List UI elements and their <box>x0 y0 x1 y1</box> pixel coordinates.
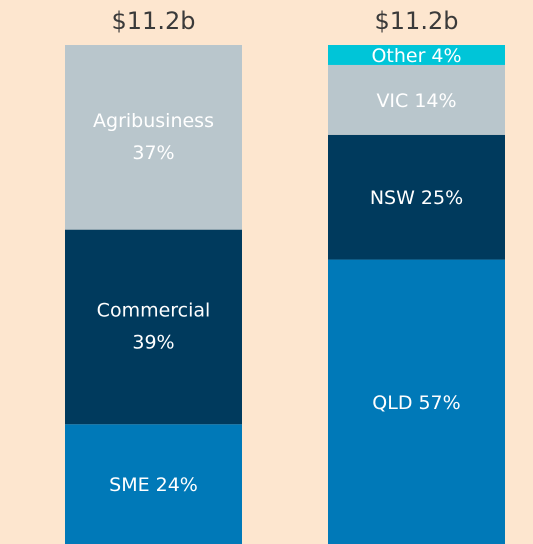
segment-value-label: 39% <box>132 331 174 353</box>
segment-value-label: 14% <box>414 89 456 111</box>
segment-name: SME <box>109 474 149 496</box>
segment-name: QLD <box>372 391 412 413</box>
segment-name: VIC <box>376 89 408 111</box>
segment-label: NSW 25% <box>370 187 463 209</box>
bar-segment <box>65 229 242 425</box>
segment-label: QLD 57% <box>372 391 460 413</box>
segment-label: Other 4% <box>371 44 461 66</box>
segment-name: Other <box>371 44 425 66</box>
bar-segment <box>65 45 242 230</box>
bar-segment <box>328 259 505 544</box>
bar-total-label: $11.2b <box>375 7 459 35</box>
bar-segment <box>328 134 505 260</box>
bar-segment <box>328 45 505 65</box>
bar-segment <box>328 64 505 135</box>
segment-value-label: 4% <box>431 44 461 66</box>
segment-value-label: 24% <box>156 474 198 496</box>
segment-label: SME 24% <box>109 474 198 496</box>
segment-label: VIC 14% <box>376 89 456 111</box>
segment-name: Agribusiness <box>93 110 214 132</box>
bar-total-label: $11.2b <box>112 7 196 35</box>
segment-value-label: 37% <box>132 142 174 164</box>
segment-name: Commercial <box>97 299 211 321</box>
bar-segment <box>65 424 242 544</box>
segment-value-label: 57% <box>418 391 460 413</box>
segment-value-label: 25% <box>421 187 463 209</box>
segment-name: NSW <box>370 187 415 209</box>
